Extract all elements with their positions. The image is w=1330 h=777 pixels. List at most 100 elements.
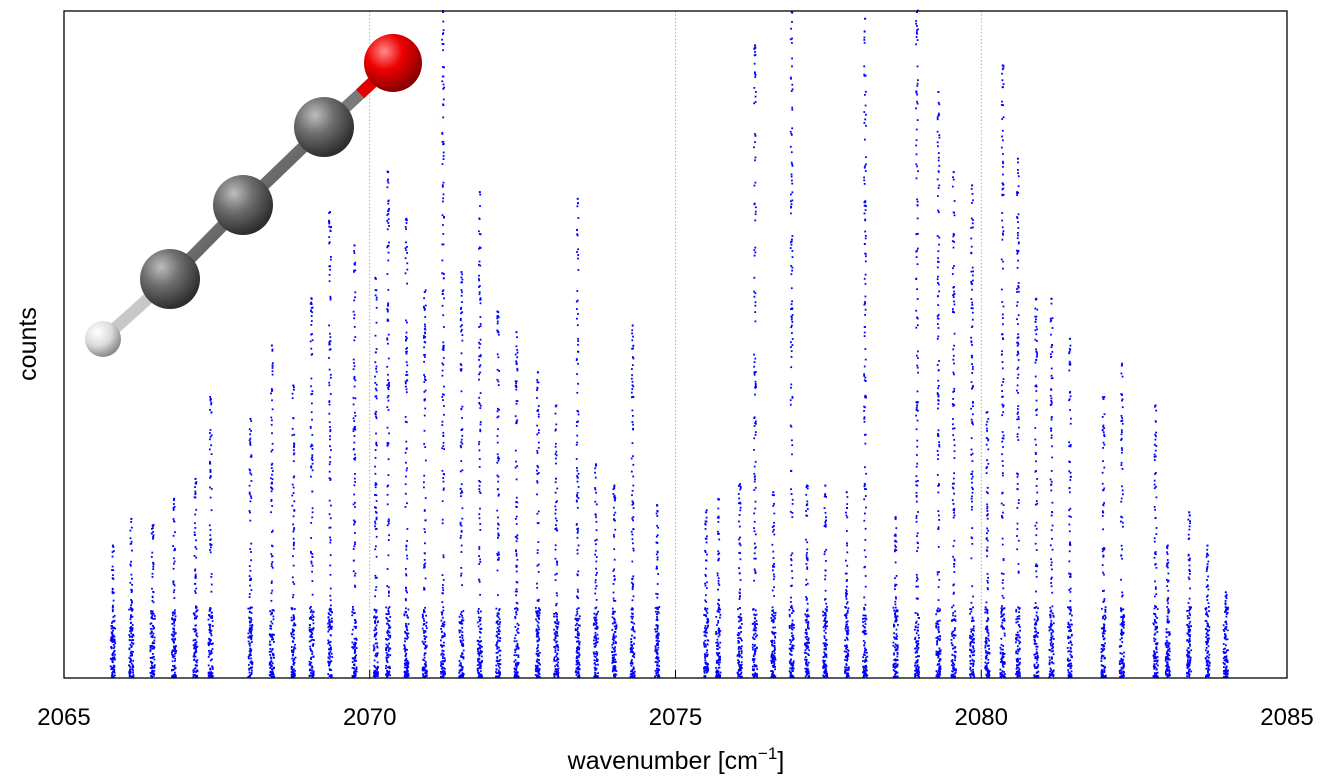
data-point: [789, 38, 792, 41]
data-point: [615, 627, 617, 630]
data-point: [387, 218, 390, 221]
data-point: [754, 393, 756, 396]
data-point: [460, 664, 462, 667]
data-point: [791, 108, 794, 111]
data-point: [461, 637, 464, 639]
data-point: [374, 621, 376, 623]
data-point: [174, 547, 176, 550]
data-point: [790, 132, 793, 135]
data-point: [111, 666, 114, 669]
data-point: [353, 671, 355, 674]
data-point: [442, 43, 445, 45]
data-point: [385, 647, 388, 649]
data-point: [774, 666, 776, 668]
data-point: [791, 675, 794, 677]
data-point: [791, 332, 793, 334]
data-point: [377, 672, 379, 675]
data-point: [479, 316, 482, 318]
data-point: [754, 648, 757, 650]
data-points: [109, 9, 1229, 678]
data-point: [631, 368, 633, 370]
data-point: [424, 378, 426, 381]
data-point: [788, 670, 791, 673]
data-point: [754, 614, 757, 617]
data-point: [658, 669, 661, 671]
data-point: [631, 651, 634, 653]
data-point: [754, 609, 757, 612]
data-point: [273, 666, 275, 669]
data-point: [111, 661, 114, 663]
data-point: [535, 610, 537, 613]
data-point: [498, 623, 501, 625]
data-point: [353, 375, 356, 378]
data-point: [515, 384, 517, 387]
data-point: [497, 623, 500, 626]
data-point: [441, 671, 443, 674]
data-point: [270, 673, 272, 676]
data-point: [825, 665, 828, 668]
data-point: [753, 295, 756, 298]
data-point: [632, 427, 634, 430]
data-point: [514, 634, 517, 637]
data-point: [375, 624, 378, 627]
data-point: [329, 594, 332, 597]
data-point: [375, 535, 378, 538]
data-point: [756, 634, 758, 637]
data-point: [536, 512, 539, 515]
data-point: [269, 648, 272, 650]
data-point: [845, 646, 848, 648]
data-point: [423, 566, 425, 569]
data-point: [353, 646, 355, 649]
data-point: [211, 665, 213, 668]
data-point: [656, 558, 659, 561]
data-point: [825, 656, 828, 659]
data-point: [497, 551, 500, 554]
data-point: [249, 472, 252, 474]
data-point: [460, 495, 462, 498]
data-point: [753, 552, 756, 555]
data-point: [845, 654, 848, 657]
data-point: [459, 488, 462, 490]
data-point: [129, 636, 131, 638]
data-point: [404, 637, 407, 640]
data-point: [310, 475, 312, 478]
data-point: [789, 399, 792, 402]
data-point: [272, 618, 275, 621]
data-point: [424, 316, 427, 318]
data-point: [806, 664, 809, 667]
data-point: [112, 657, 115, 660]
data-point: [292, 650, 295, 652]
data-point: [294, 643, 296, 646]
data-point: [753, 665, 756, 668]
data-point: [515, 552, 518, 555]
data-point: [498, 534, 500, 537]
data-point: [128, 675, 131, 678]
data-point: [554, 512, 557, 515]
data-point: [152, 647, 154, 650]
data-point: [629, 675, 632, 678]
data-point: [805, 660, 808, 663]
data-point: [352, 570, 355, 573]
data-point: [423, 528, 426, 530]
data-point: [738, 525, 741, 528]
data-point: [738, 641, 740, 644]
data-point: [706, 619, 709, 622]
data-point: [460, 551, 463, 553]
data-point: [574, 617, 577, 620]
data-point: [112, 641, 115, 643]
data-point: [631, 388, 634, 390]
data-point: [656, 633, 659, 635]
data-point: [422, 675, 425, 678]
data-point: [738, 542, 741, 545]
data-point: [790, 265, 793, 267]
data-point: [497, 522, 499, 525]
data-point: [578, 668, 581, 671]
data-point: [249, 584, 251, 587]
data-point: [611, 622, 614, 625]
data-point: [476, 639, 479, 642]
data-point: [772, 565, 774, 568]
data-point: [375, 410, 378, 413]
data-point: [790, 663, 792, 666]
data-point: [632, 415, 634, 417]
data-point: [441, 636, 443, 639]
